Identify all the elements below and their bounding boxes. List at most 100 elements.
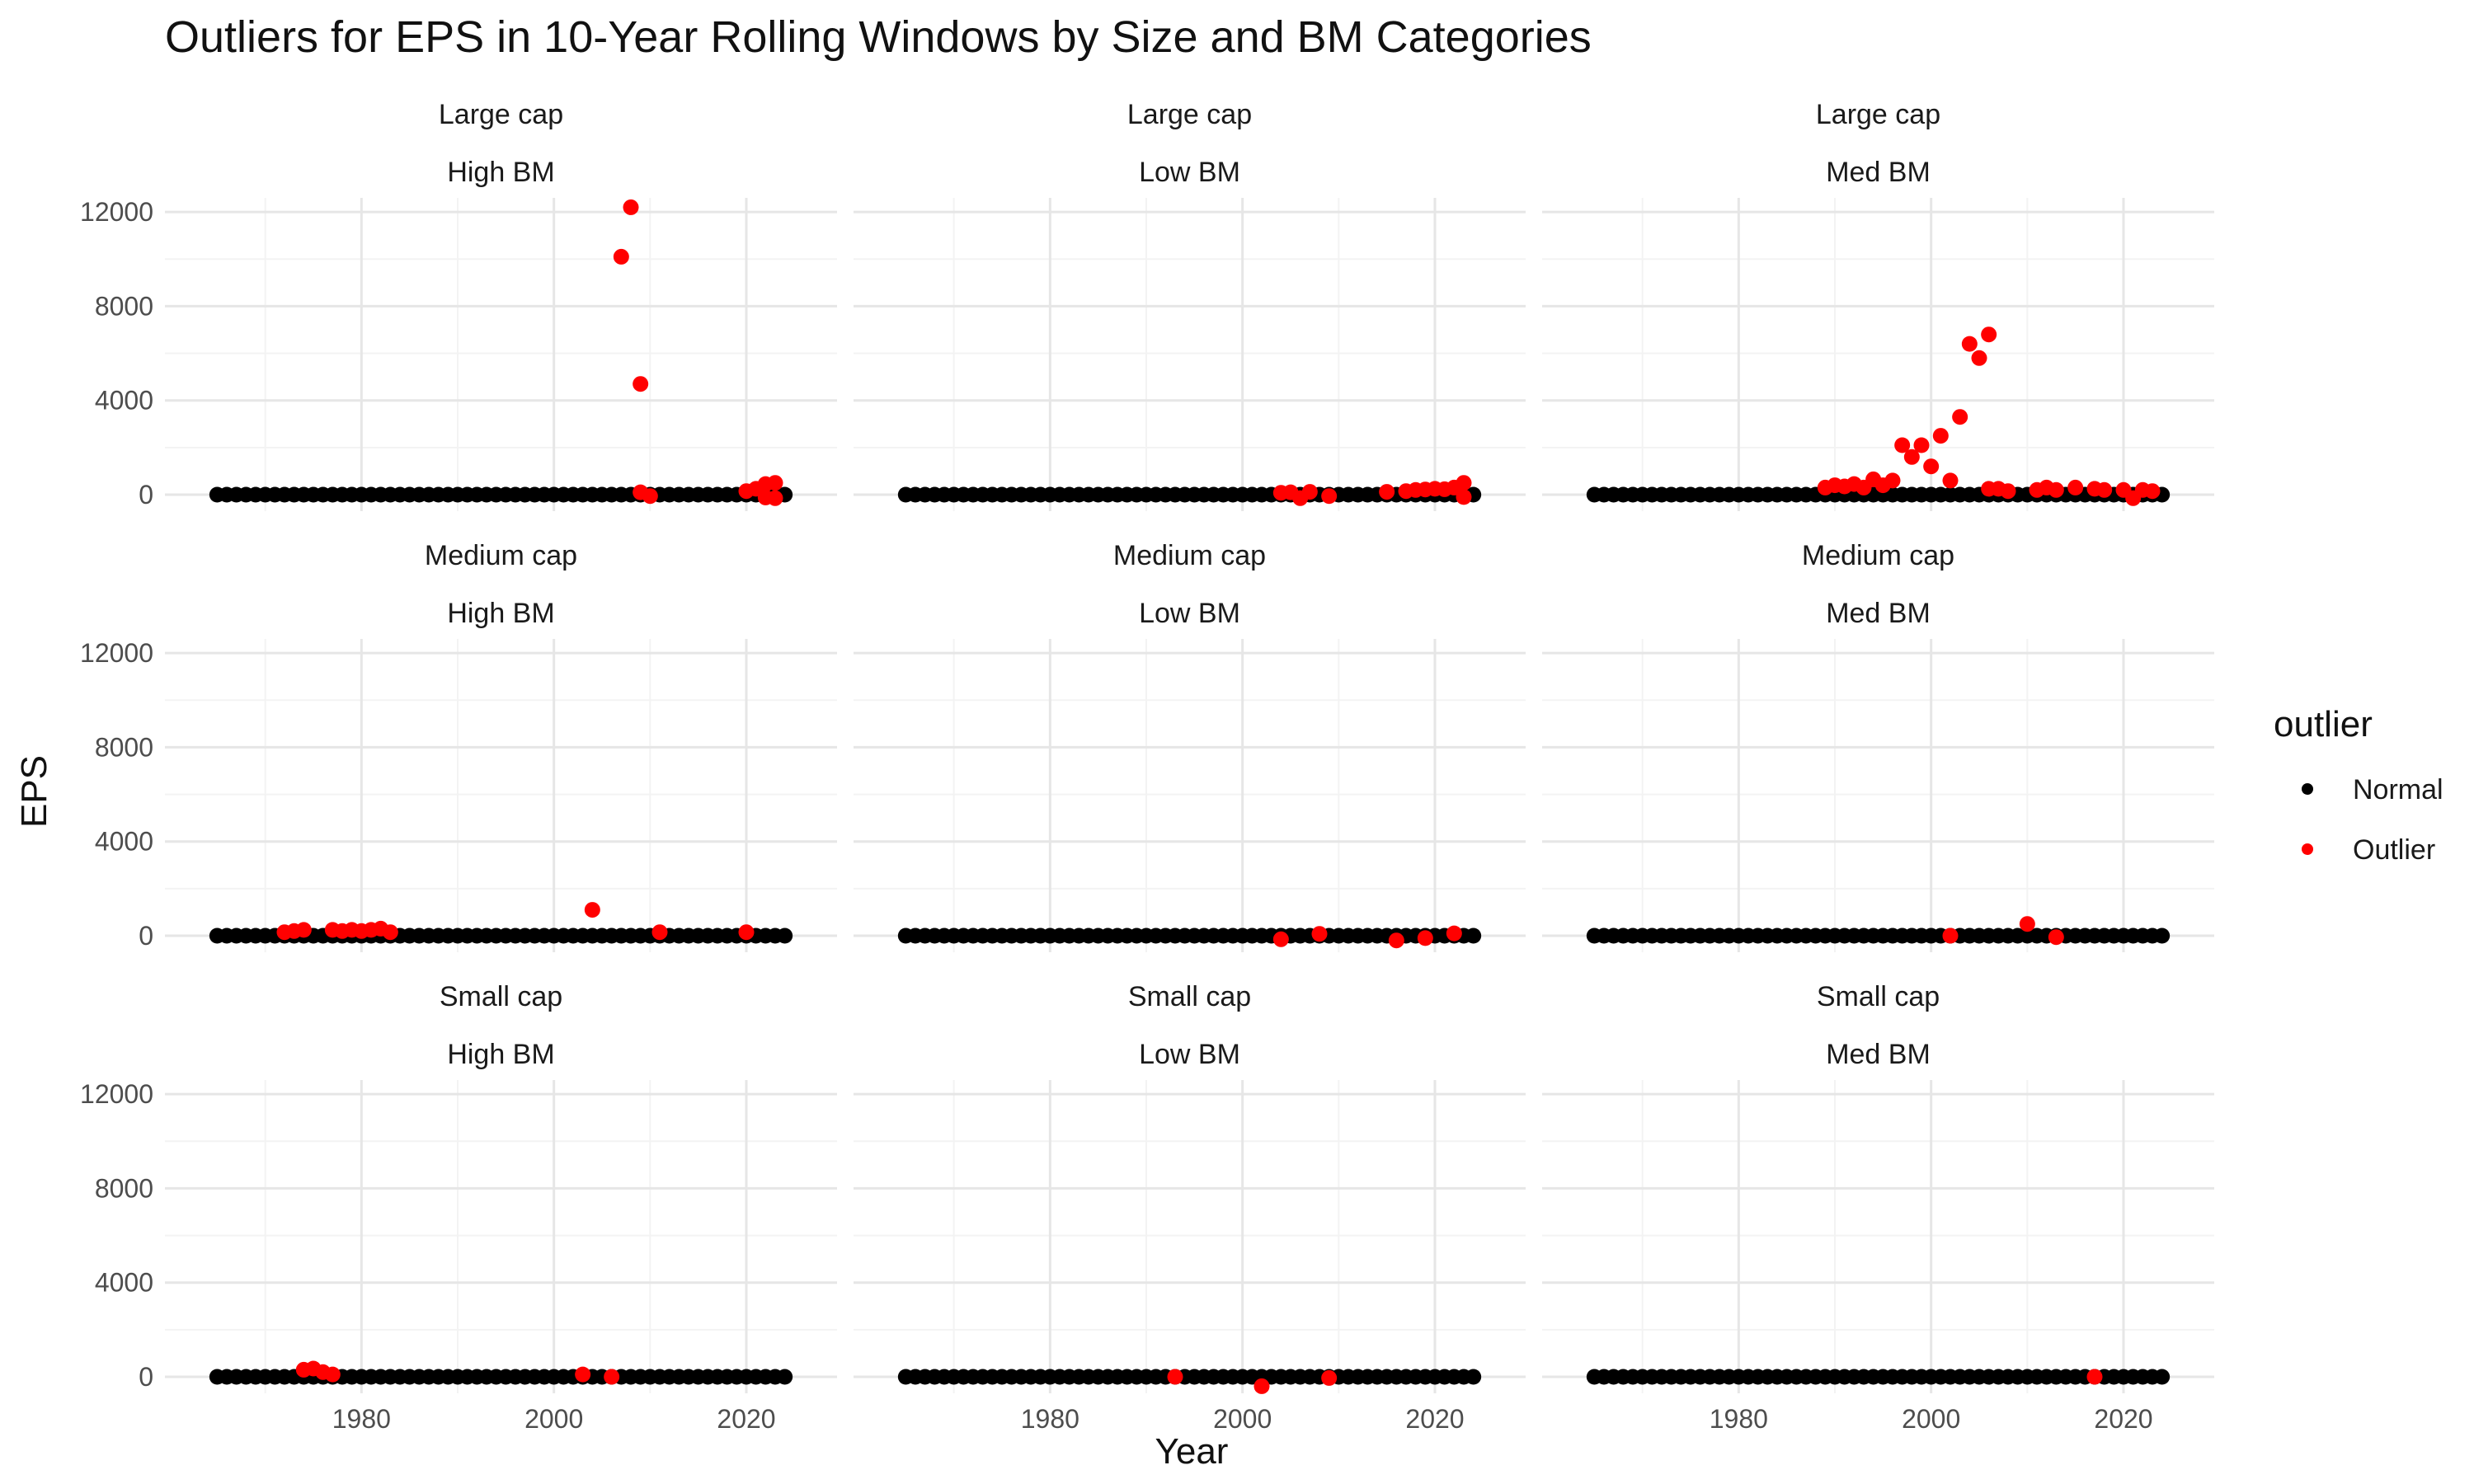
- outlier-point: [2086, 1369, 2103, 1385]
- facet-panel: Small cap High BM 0 4000 8000 12000 1980 2000 20…: [80, 981, 837, 1434]
- outlier-point: [1894, 437, 1911, 453]
- facet-panel: Small cap Med BM 1980 2000 2020: [1542, 981, 2214, 1434]
- strip-label-size: Small cap: [1817, 981, 1940, 1012]
- facet-panel: Large cap High BM 0 4000 8000 12000: [80, 99, 837, 511]
- strip-label-size: Small cap: [1128, 981, 1251, 1012]
- strip-label-bm: Med BM: [1826, 598, 1931, 629]
- facet-panel: Medium cap Med BM: [1542, 540, 2214, 952]
- normal-point: [1465, 1369, 1482, 1385]
- outlier-point: [1321, 1369, 1338, 1386]
- outlier-point: [584, 902, 600, 918]
- outlier-point: [382, 924, 398, 941]
- y-tick-label: 4000: [95, 827, 153, 857]
- outlier-point: [1446, 925, 1462, 942]
- x-tick-label: 2000: [524, 1404, 583, 1434]
- strip-label-bm: High BM: [447, 598, 554, 629]
- strip-label-size: Large cap: [439, 99, 563, 130]
- y-tick-label: 8000: [95, 291, 153, 321]
- outlier-point: [1942, 928, 1959, 944]
- strip-label-size: Large cap: [1127, 99, 1252, 130]
- strip-label-size: Medium cap: [425, 540, 577, 571]
- outlier-point: [2048, 929, 2064, 946]
- facet-panel: Large cap Med BM: [1542, 99, 2214, 511]
- facet-panel: Small cap Low BM 1980 2000 2020: [854, 981, 1526, 1434]
- normal-point: [777, 1369, 793, 1385]
- outlier-point: [2096, 481, 2113, 498]
- outlier-point: [604, 1369, 620, 1385]
- x-axis-title: Year: [1155, 1431, 1229, 1472]
- y-tick-label: 8000: [95, 732, 153, 762]
- legend-label-outlier: Outlier: [2353, 834, 2435, 866]
- x-tick-label: 2020: [2094, 1404, 2152, 1434]
- y-tick-label: 8000: [95, 1173, 153, 1203]
- y-tick-label: 4000: [95, 386, 153, 416]
- chart-title: Outliers for EPS in 10-Year Rolling Wind…: [165, 12, 1592, 62]
- legend: outlier Normal Outlier: [2274, 704, 2443, 866]
- strip-label-bm: Low BM: [1139, 1039, 1240, 1070]
- outlier-point: [2019, 916, 2035, 932]
- outlier-point: [2144, 483, 2161, 500]
- x-tick-label: 1980: [1710, 1404, 1768, 1434]
- outlier-point: [1417, 930, 1433, 946]
- strip-label-bm: High BM: [447, 1039, 554, 1070]
- strip-label-size: Medium cap: [1802, 540, 1954, 571]
- normal-point: [777, 928, 793, 944]
- legend-key-normal: [2302, 783, 2313, 795]
- y-tick-label: 12000: [80, 197, 153, 227]
- outlier-point: [324, 1366, 341, 1383]
- outlier-point: [1253, 1378, 1270, 1394]
- x-tick-label: 2020: [717, 1404, 775, 1434]
- outlier-point: [1932, 428, 1949, 444]
- outlier-point: [1923, 458, 1940, 475]
- legend-label-normal: Normal: [2353, 774, 2443, 805]
- strip-label-bm: Med BM: [1826, 1039, 1931, 1070]
- outlier-point: [2067, 479, 2084, 495]
- legend-title: outlier: [2274, 704, 2373, 744]
- outlier-point: [767, 475, 783, 491]
- strip-label-bm: Low BM: [1139, 157, 1240, 188]
- x-tick-label: 2000: [1213, 1404, 1272, 1434]
- x-tick-label: 2000: [1902, 1404, 1960, 1434]
- x-tick-label: 1980: [332, 1404, 391, 1434]
- outlier-point: [1311, 926, 1328, 942]
- strip-label-size: Medium cap: [1113, 540, 1266, 571]
- outlier-point: [633, 376, 649, 392]
- y-tick-label: 0: [139, 921, 153, 951]
- outlier-point: [767, 490, 783, 506]
- x-tick-label: 2020: [1405, 1404, 1464, 1434]
- y-axis-title: EPS: [14, 755, 54, 828]
- strip-label-bm: High BM: [447, 157, 554, 188]
- outlier-point: [623, 199, 639, 215]
- y-tick-label: 12000: [80, 1079, 153, 1109]
- outlier-point: [1981, 326, 1997, 343]
- legend-key-outlier: [2302, 843, 2313, 855]
- strip-label-size: Small cap: [440, 981, 562, 1012]
- outlier-point: [738, 924, 755, 941]
- facet-panel: Medium cap High BM 0 4000 8000 12000: [80, 540, 837, 952]
- outlier-point: [1961, 336, 1978, 352]
- outlier-point: [1942, 472, 1959, 489]
- facet-panel: Medium cap Low BM: [854, 540, 1526, 952]
- outlier-point: [651, 924, 668, 941]
- outlier-point: [642, 488, 658, 505]
- outlier-point: [2048, 481, 2064, 498]
- outlier-point: [613, 248, 629, 265]
- outlier-point: [1952, 409, 1968, 425]
- outlier-point: [1456, 489, 1472, 505]
- outlier-point: [1903, 448, 1920, 465]
- outlier-point: [575, 1366, 591, 1383]
- outlier-point: [1971, 350, 1987, 366]
- strip-label-bm: Low BM: [1139, 598, 1240, 629]
- outlier-point: [295, 922, 312, 938]
- y-tick-label: 0: [139, 480, 153, 510]
- strip-label-bm: Med BM: [1826, 157, 1931, 188]
- outlier-point: [1379, 484, 1395, 500]
- outlier-point: [2000, 483, 2016, 500]
- x-tick-label: 1980: [1021, 1404, 1079, 1434]
- facet-panel: Large cap Low BM: [854, 99, 1526, 511]
- strip-label-size: Large cap: [1816, 99, 1940, 130]
- normal-point: [2154, 928, 2171, 944]
- outlier-point: [1913, 437, 1930, 453]
- y-tick-label: 12000: [80, 638, 153, 668]
